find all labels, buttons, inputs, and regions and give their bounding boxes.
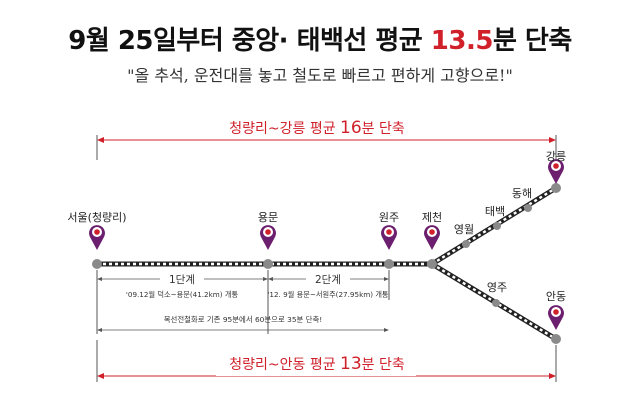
seoul-dot xyxy=(92,259,102,269)
page-title: 9월 25일부터 중앙· 태백선 평균 13.5분 단축 xyxy=(0,20,640,57)
wonju-dot xyxy=(384,259,394,269)
taebaek-dot xyxy=(493,222,501,230)
gangneung-span-bracket xyxy=(96,118,557,160)
yeongwol-dot xyxy=(462,240,470,248)
andong-dot xyxy=(551,334,561,344)
station-gangneung: 강릉 xyxy=(546,150,566,163)
phase1-label: 1단계 xyxy=(169,274,195,286)
phase2-label: 2단계 xyxy=(315,274,341,286)
yongmun-dot xyxy=(263,259,273,269)
station-yongmun: 용문 xyxy=(258,211,278,224)
phase2-detail: '12. 9월 용문~서원주(27.95km) 개통 xyxy=(267,290,388,299)
phase-note: 복선전철화로 기존 95분에서 60분으로 35분 단축! xyxy=(164,315,323,324)
station-jecheon: 제천 xyxy=(422,210,442,224)
gangneung-dot xyxy=(551,183,561,193)
title-suffix: 분 단축 xyxy=(492,26,572,56)
title-prefix: 9월 25일부터 중앙· 태백선 평균 xyxy=(68,26,431,56)
station-yeongwol: 영월 xyxy=(454,223,474,236)
subtitle: "올 추석, 운전대를 놓고 철도로 빠르고 편하게 고향으로!" xyxy=(127,66,513,85)
station-wonju: 원주 xyxy=(379,211,399,224)
donghae-dot xyxy=(524,204,532,212)
phase1-detail: '09.12월 덕소~용문(41.2km) 개통 xyxy=(126,290,239,299)
station-taebaek: 태백 xyxy=(485,205,505,218)
station-donghae: 동해 xyxy=(512,186,532,200)
phase-brackets xyxy=(96,270,390,334)
station-yeongju: 영주 xyxy=(487,281,507,294)
andong-span-bracket xyxy=(96,340,557,382)
station-seoul: 서울(청량리) xyxy=(67,211,126,224)
andong-span-label: 청량리~안동 평균 13분 단축 xyxy=(229,354,405,374)
jecheon-dot xyxy=(427,259,437,269)
station-andong: 안동 xyxy=(546,290,566,303)
title-highlight: 13.5 xyxy=(430,26,494,56)
yeongju-dot xyxy=(492,299,500,307)
gangneung-span-label: 청량리~강릉 평균 16분 단축 xyxy=(229,118,405,138)
